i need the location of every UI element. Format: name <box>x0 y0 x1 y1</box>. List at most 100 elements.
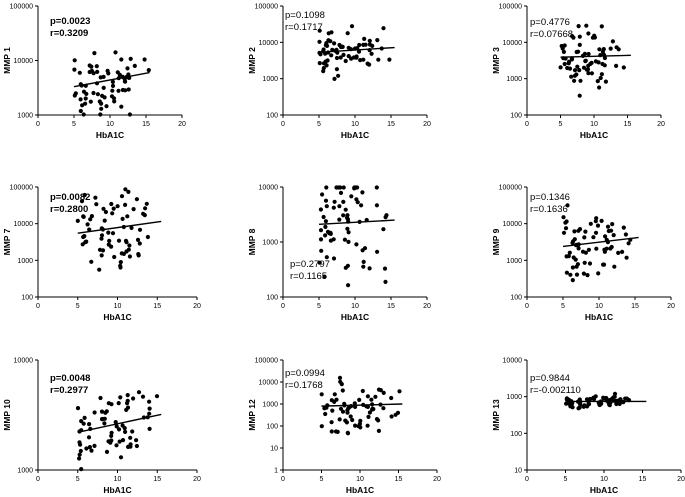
data-point <box>83 101 88 106</box>
data-point <box>366 414 371 419</box>
data-point <box>581 271 587 276</box>
data-point <box>83 96 88 101</box>
data-point <box>599 72 605 77</box>
x-tick-label: 10 <box>114 303 122 310</box>
data-point <box>621 225 626 230</box>
data-point <box>564 254 569 259</box>
data-point <box>593 230 599 235</box>
data-point <box>79 199 85 204</box>
data-point <box>120 87 125 93</box>
data-point <box>586 71 591 76</box>
data-point <box>602 247 607 252</box>
x-tick-label: 20 <box>657 121 665 128</box>
chart-panel-7: 1000 10000 0 5 10 15 20 HbA1C MMP 10 p=0.0048r=0.… <box>2 358 201 496</box>
data-point <box>344 420 349 425</box>
data-point <box>567 59 572 64</box>
data-point <box>112 99 117 104</box>
data-point <box>324 255 329 260</box>
data-point <box>136 390 142 395</box>
data-point <box>571 255 576 260</box>
data-point <box>346 230 351 235</box>
x-tick-label: 5 <box>72 121 76 128</box>
data-point <box>119 104 124 109</box>
r-value-label: r=0.1636 <box>530 204 568 215</box>
data-point <box>381 390 386 395</box>
data-point <box>130 429 135 434</box>
data-point <box>361 259 366 264</box>
data-point <box>572 68 578 73</box>
data-point <box>324 185 329 190</box>
y-axis-label: MMP 7 <box>2 228 12 255</box>
data-point <box>597 47 602 52</box>
x-axis-label: HbA1C <box>103 312 131 322</box>
data-point <box>341 199 346 204</box>
y-tick-label: 10000 <box>14 221 34 228</box>
data-point <box>570 278 575 283</box>
data-point <box>116 88 121 93</box>
data-point <box>354 242 359 247</box>
r-value-label: r=0.1165 <box>290 271 327 282</box>
data-point <box>77 456 82 461</box>
data-point <box>328 39 333 44</box>
chart-panel-5: 100 1000 10000 0 5 10 15 20 HbA1C MMP 8 p=0.2797r=… <box>247 185 431 323</box>
r-value-label: r=0.3209 <box>50 28 88 39</box>
regression-line <box>77 220 162 234</box>
data-point <box>367 410 372 415</box>
data-point <box>369 51 374 56</box>
y-tick-label: 10000 <box>259 380 279 387</box>
data-point <box>598 75 603 81</box>
x-axis-label: HbA1C <box>580 130 608 140</box>
data-point <box>88 99 93 104</box>
data-point <box>570 34 575 39</box>
data-point <box>110 88 115 93</box>
y-tick-label: 1000 <box>17 113 33 120</box>
p-value-label: p=0.0048 <box>50 373 90 384</box>
data-point <box>112 254 117 260</box>
data-point <box>117 439 122 444</box>
y-tick-label: 100000 <box>10 185 33 192</box>
regression-line <box>560 54 631 58</box>
data-point <box>561 49 567 55</box>
data-point <box>99 253 104 258</box>
data-point <box>337 217 342 222</box>
data-point <box>336 185 341 190</box>
y-tick-label: 100000 <box>499 4 522 11</box>
data-point <box>577 34 582 39</box>
data-point <box>81 112 86 117</box>
data-point <box>365 404 370 409</box>
data-point <box>329 429 334 434</box>
data-point <box>595 79 600 84</box>
data-point <box>353 423 358 428</box>
data-point <box>321 69 326 74</box>
data-point <box>91 90 96 96</box>
data-point <box>608 46 613 51</box>
data-point <box>125 66 130 71</box>
data-point <box>72 67 77 72</box>
y-tick-label: 100 <box>266 295 278 302</box>
data-point <box>583 58 588 63</box>
data-point <box>583 229 588 234</box>
data-point <box>594 246 599 251</box>
y-tick-label: 1000 <box>506 76 522 83</box>
x-tick-label: 15 <box>387 303 395 310</box>
data-point <box>102 421 107 426</box>
data-point <box>324 43 330 49</box>
data-point <box>85 222 90 227</box>
data-point <box>329 53 334 58</box>
data-point <box>127 112 132 117</box>
data-point <box>338 190 344 195</box>
data-point <box>72 58 77 63</box>
data-point <box>572 78 577 83</box>
data-point <box>116 401 121 406</box>
data-point <box>616 250 621 255</box>
data-point <box>109 244 114 249</box>
data-point <box>104 104 109 109</box>
chart-panel-8: 1 10 100 1000 10000 100000 0 5 10 15 20 HbA1C MMP 12… <box>247 358 441 496</box>
data-point <box>599 24 604 29</box>
data-point <box>99 101 104 106</box>
data-point <box>118 263 123 268</box>
data-point <box>352 401 357 406</box>
data-point <box>354 197 359 202</box>
data-point <box>323 198 329 203</box>
data-point <box>135 237 141 242</box>
